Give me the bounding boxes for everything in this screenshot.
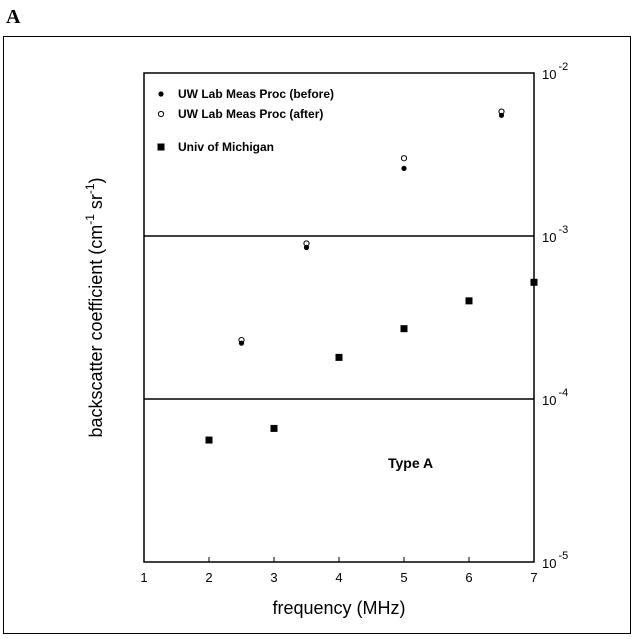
data-point (400, 155, 408, 162)
figure-frame (3, 36, 631, 634)
y-tick-label: 10 -3 (542, 224, 568, 245)
y-tick-label: 10 -2 (542, 61, 568, 82)
data-point (400, 325, 408, 333)
x-tick-label: 7 (530, 570, 537, 585)
x-tick-label: 1 (140, 570, 147, 585)
panel-label: A (6, 6, 21, 28)
x-tick-label: 3 (270, 570, 277, 585)
x-axis-title: frequency (MHz) (272, 598, 405, 618)
y-axis-title: backscatter coefficient (cm-1 sr-1) (83, 177, 106, 437)
data-point (530, 278, 538, 286)
legend-marker (158, 91, 164, 97)
legend-label: Univ of Michigan (178, 140, 274, 154)
legend-label: UW Lab Meas Proc (before) (178, 87, 334, 101)
x-tick-label: 4 (335, 570, 342, 585)
data-point (335, 353, 343, 361)
data-point (465, 297, 473, 305)
legend-marker (157, 143, 165, 151)
data-point (205, 436, 213, 444)
data-point (303, 244, 310, 251)
x-tick-label: 2 (205, 570, 212, 585)
data-point (498, 112, 505, 118)
chart-annotation: Type A (388, 455, 433, 471)
x-tick-label: 5 (400, 570, 407, 585)
data-point (270, 424, 278, 432)
x-tick-label: 6 (465, 570, 472, 585)
y-tick-label: 10 -4 (542, 387, 568, 408)
legend-marker (157, 110, 165, 118)
data-point (401, 165, 407, 171)
y-tick-label: 10 -5 (542, 550, 568, 571)
legend-label: UW Lab Meas Proc (after) (178, 107, 323, 121)
data-point (238, 340, 245, 346)
